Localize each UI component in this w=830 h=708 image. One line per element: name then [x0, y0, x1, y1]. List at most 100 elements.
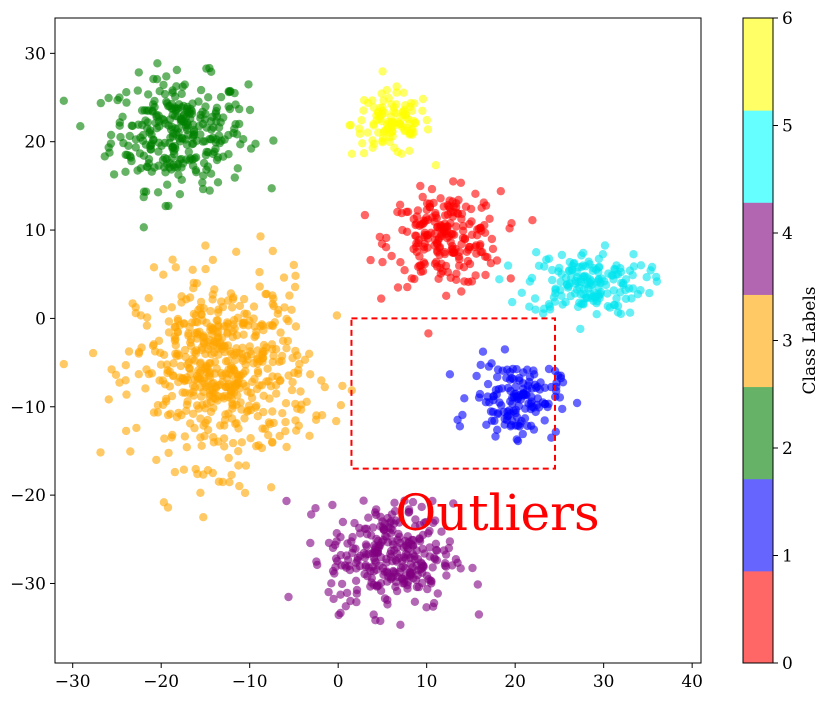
data-point: [495, 275, 504, 284]
data-point: [371, 558, 380, 567]
data-point: [121, 426, 131, 436]
data-point: [351, 576, 361, 585]
data-point: [237, 438, 246, 447]
data-point: [531, 305, 540, 314]
data-point: [219, 434, 229, 443]
data-point: [242, 309, 251, 319]
data-point: [199, 331, 208, 340]
data-point: [201, 241, 210, 250]
data-point: [441, 562, 451, 571]
data-point: [439, 202, 448, 211]
data-point: [600, 241, 610, 250]
data-point: [603, 289, 612, 298]
data-point: [177, 89, 186, 99]
data-point: [238, 319, 247, 328]
data-point: [359, 149, 369, 158]
data-point: [407, 106, 417, 116]
data-point: [487, 234, 497, 244]
data-point: [169, 160, 178, 170]
data-point: [397, 149, 406, 158]
data-point: [178, 388, 187, 397]
data-point: [186, 104, 195, 114]
data-point: [496, 187, 505, 196]
data-point: [391, 577, 401, 586]
data-point: [163, 180, 172, 189]
data-point: [455, 255, 464, 264]
data-point: [471, 271, 480, 280]
data-point: [503, 261, 513, 270]
data-point: [244, 80, 253, 89]
data-point: [268, 246, 277, 256]
data-point: [198, 178, 207, 187]
data-point: [396, 620, 405, 629]
data-point: [416, 181, 425, 191]
data-point: [268, 372, 277, 381]
data-point: [530, 380, 540, 389]
data-point: [547, 433, 556, 442]
data-point: [414, 262, 423, 271]
data-point: [282, 496, 291, 506]
data-point: [134, 370, 143, 379]
data-point: [428, 496, 437, 506]
data-point: [205, 336, 214, 345]
data-point: [239, 330, 248, 339]
data-point: [357, 116, 366, 125]
y-axis: 30 20 10 0 −10 −20 −30: [10, 44, 55, 594]
data-point: [253, 354, 263, 363]
data-point: [556, 285, 565, 295]
data-point: [311, 504, 320, 513]
data-point: [481, 252, 490, 261]
data-point: [353, 556, 362, 565]
data-point: [203, 363, 212, 372]
data-point: [201, 109, 210, 119]
data-point: [121, 361, 130, 370]
data-point: [177, 163, 186, 172]
data-point: [168, 430, 177, 440]
data-point: [538, 309, 548, 318]
data-point: [376, 512, 385, 521]
data-point: [131, 143, 140, 152]
data-point: [211, 109, 220, 118]
data-point: [453, 558, 462, 567]
data-point: [647, 262, 657, 272]
x-tick-label: 10: [416, 672, 438, 692]
data-point: [403, 282, 412, 292]
data-point: [527, 392, 536, 402]
data-point: [311, 415, 321, 424]
data-point: [234, 461, 243, 470]
data-point: [567, 265, 577, 274]
data-point: [449, 499, 458, 508]
data-point: [218, 371, 227, 380]
data-point: [125, 151, 135, 161]
colorbar-segment: [743, 18, 773, 111]
data-point: [189, 391, 198, 400]
data-point: [364, 513, 373, 522]
data-point: [410, 99, 419, 108]
data-point: [124, 141, 133, 150]
data-point: [259, 391, 268, 400]
data-point: [411, 522, 420, 531]
data-point: [336, 550, 345, 560]
data-point: [352, 589, 361, 598]
data-point: [387, 100, 396, 109]
data-point: [527, 273, 537, 283]
data-point: [206, 407, 216, 417]
data-point: [445, 370, 455, 379]
data-point: [488, 244, 498, 254]
data-point: [206, 306, 215, 316]
data-point: [416, 565, 425, 574]
data-point: [403, 123, 412, 133]
data-point: [337, 579, 347, 589]
data-point: [233, 164, 242, 173]
data-point: [196, 130, 205, 139]
data-point: [457, 239, 466, 249]
x-tick-label: 30: [593, 672, 615, 692]
data-point: [225, 478, 234, 487]
data-point: [269, 136, 278, 145]
data-point: [503, 412, 512, 421]
data-point: [168, 88, 177, 97]
data-point: [387, 251, 396, 261]
data-point: [327, 579, 336, 588]
data-point: [155, 87, 164, 96]
data-point: [393, 283, 403, 292]
